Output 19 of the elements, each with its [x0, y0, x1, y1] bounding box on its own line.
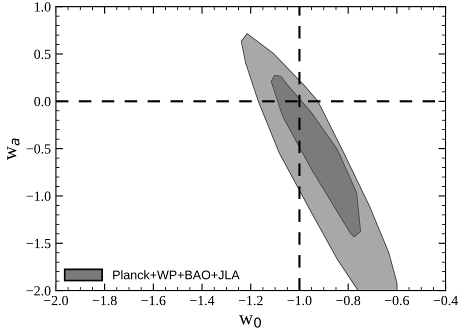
x-tick-label: −1.4	[190, 296, 214, 306]
y-tick-label: −0.5	[26, 144, 51, 154]
y-tick-label: −2.0	[26, 286, 51, 296]
y-tick-label: 0.0	[34, 96, 51, 106]
y-axis-title: w$_{a}$	[7, 138, 20, 160]
x-axis-title: w$_{0}$	[239, 315, 261, 328]
x-tick-label: −1.6	[141, 296, 166, 306]
y-tick-label: −1.0	[26, 192, 51, 201]
x-tick-label: −2.0	[44, 296, 68, 306]
x-tick-label: −0.6	[384, 296, 410, 306]
x-tick-label: −0.8	[336, 296, 360, 306]
y-tick-label: 1.0	[34, 2, 51, 12]
y-tick-label: −1.5	[26, 238, 51, 248]
x-tick-label: −0.4	[434, 296, 458, 306]
legend-label: Planck+WP+BAO+JLA	[113, 270, 240, 280]
x-tick-label: −1.2	[238, 296, 263, 306]
y-tick-label: 0.5	[34, 50, 51, 60]
x-tick-label: −1.8	[92, 296, 117, 306]
x-tick-label: −1.0	[288, 296, 312, 306]
